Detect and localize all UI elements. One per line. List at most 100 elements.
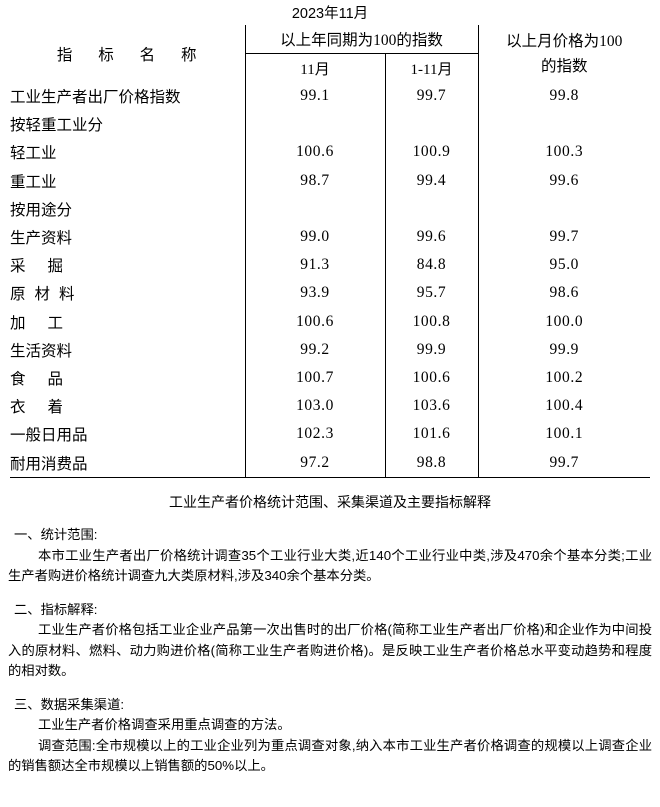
row-label: 按轻重工业分 xyxy=(10,110,245,138)
column-header-current-month: 11月 xyxy=(244,53,385,82)
row-value-mom: 99.7 xyxy=(477,448,651,478)
row-label-text: 耐用消费品 xyxy=(10,455,88,473)
row-value-current-month: 99.0 xyxy=(244,222,385,252)
table-header: 指 标 名 称 以上年同期为100的指数 以上月价格为100 的指数 11月 1… xyxy=(10,25,651,82)
row-label-text: 食品 xyxy=(10,370,86,388)
table-row: 生产资料 99.0 99.6 99.7 xyxy=(10,222,651,252)
row-label: 轻工业 xyxy=(10,138,245,166)
row-label-text: 生产资料 xyxy=(10,230,73,248)
row-label: 生产资料 xyxy=(10,223,245,251)
row-label-text: 按轻重工业分 xyxy=(10,117,104,135)
column-header-indicator-name-text: 指 标 名 称 xyxy=(56,46,208,64)
row-value-ytd: 101.6 xyxy=(384,420,479,449)
row-value-mom: 100.3 xyxy=(477,138,651,167)
table-body: 工业生产者出厂价格指数 99.1 99.7 99.8 按轻重工业分 轻工业 100.6 100… xyxy=(10,82,651,478)
row-value-mom xyxy=(477,194,651,223)
note-spacer-1 xyxy=(8,587,652,600)
row-label-text: 生活资料 xyxy=(10,342,73,360)
header-row-top: 指 标 名 称 以上年同期为100的指数 以上月价格为100 的指数 xyxy=(10,25,651,82)
table-row: 生活资料 99.2 99.9 99.9 xyxy=(10,335,651,364)
row-value-ytd: 99.7 xyxy=(384,82,479,111)
row-value-mom xyxy=(477,110,651,139)
notes-section: 工业生产者价格统计范围、采集渠道及主要指标解释 一、统计范围: 本市工业生产者出… xyxy=(0,492,660,777)
row-value-mom: 100.4 xyxy=(477,392,651,421)
column-header-mom-line2: 的指数 xyxy=(541,57,588,75)
row-value-ytd: 99.4 xyxy=(384,166,479,195)
row-label: 一般日用品 xyxy=(10,420,245,448)
row-label-text: 衣着 xyxy=(10,399,86,417)
row-label-text: 一般日用品 xyxy=(10,427,88,445)
header-row-sub: 11月 1-11月 xyxy=(10,53,650,82)
table-row: 按轻重工业分 xyxy=(10,110,651,139)
row-value-current-month xyxy=(244,194,385,223)
row-value-current-month: 97.2 xyxy=(244,448,385,478)
row-label: 采掘 xyxy=(10,251,245,279)
row-value-mom: 99.8 xyxy=(477,82,651,111)
row-value-mom: 99.7 xyxy=(477,222,651,252)
table-row: 耐用消费品 97.2 98.8 99.7 xyxy=(10,448,651,478)
row-value-current-month: 99.2 xyxy=(244,335,385,364)
table-row: 食品 100.7 100.6 100.2 xyxy=(10,363,651,393)
row-label: 生活资料 xyxy=(10,336,245,364)
row-value-current-month: 100.6 xyxy=(244,307,385,336)
row-value-ytd: 98.8 xyxy=(384,448,479,478)
ppi-table: 指 标 名 称 以上年同期为100的指数 以上月价格为100 的指数 11月 1… xyxy=(10,25,651,478)
column-header-indicator-name: 指 标 名 称 xyxy=(10,25,245,82)
row-value-ytd: 99.6 xyxy=(384,222,479,252)
row-value-current-month: 98.7 xyxy=(244,166,385,195)
row-value-mom: 100.2 xyxy=(477,363,651,393)
row-value-current-month: 99.1 xyxy=(244,82,385,111)
row-value-current-month xyxy=(244,110,385,139)
row-value-ytd xyxy=(384,194,479,223)
row-label: 重工业 xyxy=(10,167,245,195)
column-header-mom-group: 以上月价格为100 的指数 xyxy=(477,25,651,82)
note-2-heading: 二、指标解释: xyxy=(14,601,98,617)
note-spacer-2 xyxy=(8,682,652,695)
row-value-ytd: 100.9 xyxy=(384,138,479,167)
row-value-ytd: 84.8 xyxy=(384,251,479,280)
row-value-mom: 100.0 xyxy=(477,307,651,336)
row-value-mom: 100.1 xyxy=(477,420,651,449)
row-value-current-month: 93.9 xyxy=(244,279,385,308)
row-value-ytd: 103.6 xyxy=(384,392,479,421)
row-label-text: 工业生产者出厂价格指数 xyxy=(10,89,181,107)
table-row: 原材料 93.9 95.7 98.6 xyxy=(10,279,651,308)
row-value-mom: 98.6 xyxy=(477,279,651,308)
table-row: 按用途分 xyxy=(10,194,651,223)
note-1-body: 本市工业生产者出厂价格统计调查35个工业行业大类,近140个工业行业中类,涉及4… xyxy=(8,547,652,584)
row-label-text: 加工 xyxy=(10,314,86,332)
table-row: 加工 100.6 100.8 100.0 xyxy=(10,307,651,336)
row-label-text: 重工业 xyxy=(10,173,57,191)
row-label-text: 按用途分 xyxy=(10,201,73,219)
table-row: 一般日用品 102.3 101.6 100.1 xyxy=(10,420,651,449)
row-value-current-month: 100.6 xyxy=(244,138,385,167)
column-header-yoy-group: 以上年同期为100的指数 xyxy=(244,25,479,54)
column-header-ytd: 1-11月 xyxy=(384,53,479,82)
note-3-body-1: 工业生产者价格调查采用重点调查的方法。 xyxy=(38,717,291,733)
row-value-mom: 99.6 xyxy=(477,166,651,195)
row-value-ytd: 95.7 xyxy=(384,279,479,308)
row-label: 食品 xyxy=(10,364,245,392)
row-label: 原材料 xyxy=(10,279,245,307)
table-row: 轻工业 100.6 100.9 100.3 xyxy=(10,138,651,167)
row-value-current-month: 91.3 xyxy=(244,251,385,280)
note-1-heading: 一、统计范围: xyxy=(14,527,98,543)
row-label: 衣着 xyxy=(10,392,245,420)
row-label: 工业生产者出厂价格指数 xyxy=(10,82,245,110)
row-value-current-month: 100.7 xyxy=(244,363,385,393)
note-3-heading: 三、数据采集渠道: xyxy=(14,696,125,712)
table-row: 衣着 103.0 103.6 100.4 xyxy=(10,392,651,421)
row-label: 加工 xyxy=(10,308,245,336)
row-value-ytd xyxy=(384,110,479,139)
note-2-body: 工业生产者价格包括工业企业产品第一次出售时的出厂价格(简称工业生产者出厂价格)和… xyxy=(8,622,652,679)
row-label-text: 原材料 xyxy=(10,286,84,304)
row-label-text: 采掘 xyxy=(10,258,86,276)
row-value-ytd: 100.8 xyxy=(384,307,479,336)
ppi-table-container: 指 标 名 称 以上年同期为100的指数 以上月价格为100 的指数 11月 1… xyxy=(0,25,660,478)
row-label-text: 轻工业 xyxy=(10,145,57,163)
row-value-current-month: 103.0 xyxy=(244,392,385,421)
notes-title: 工业生产者价格统计范围、采集渠道及主要指标解释 xyxy=(169,493,491,510)
table-row: 采掘 91.3 84.8 95.0 xyxy=(10,251,651,280)
row-label: 按用途分 xyxy=(10,195,245,223)
